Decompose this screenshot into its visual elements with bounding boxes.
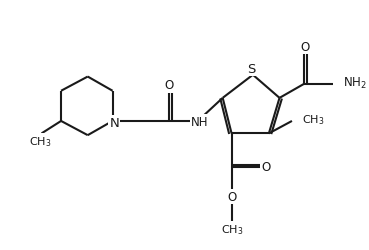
Text: O: O (228, 190, 237, 203)
Text: N: N (110, 117, 119, 130)
Text: NH: NH (191, 116, 208, 129)
Text: S: S (247, 63, 255, 76)
Text: O: O (165, 79, 174, 92)
Text: NH$_2$: NH$_2$ (343, 76, 366, 91)
Text: O: O (262, 160, 271, 173)
Text: O: O (300, 41, 310, 54)
Text: CH$_3$: CH$_3$ (221, 222, 244, 236)
Text: CH$_3$: CH$_3$ (302, 113, 324, 126)
Text: CH$_3$: CH$_3$ (28, 135, 51, 148)
